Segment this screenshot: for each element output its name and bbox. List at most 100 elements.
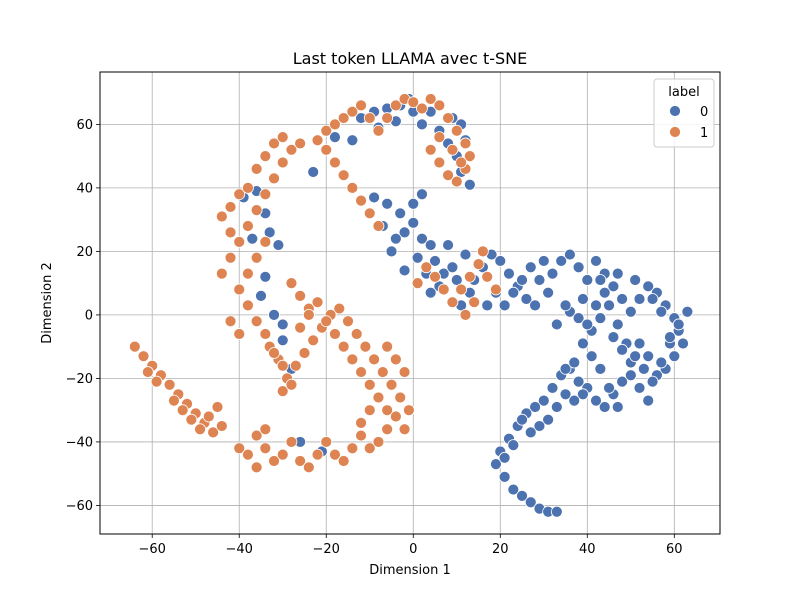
scatter-point [424, 93, 437, 105]
scatter-point [611, 401, 624, 413]
scatter-point [398, 423, 411, 436]
scatter-point [128, 340, 141, 353]
series-0 [237, 93, 694, 518]
scatter-point [268, 309, 280, 321]
scatter-point [337, 340, 350, 353]
scatter-point [411, 277, 424, 290]
scatter-point [437, 283, 450, 296]
scatter-point [476, 245, 489, 258]
scatter-point [581, 274, 594, 286]
scatter-point [389, 232, 402, 245]
scatter-point [572, 375, 585, 388]
scatter-point [346, 353, 359, 366]
scatter-point [507, 439, 520, 451]
scatter-point [633, 337, 646, 350]
scatter-point [224, 201, 237, 213]
scatter-point [224, 315, 237, 328]
scatter-point [355, 99, 367, 112]
scatter-point [207, 426, 220, 439]
scatter-point [433, 156, 446, 169]
scatter-point [594, 362, 607, 375]
scatter-point [276, 385, 289, 398]
scatter-point [655, 305, 668, 318]
scatter-point [268, 172, 280, 185]
scatter-point [320, 143, 333, 156]
scatter-point [329, 131, 341, 143]
scatter-point [233, 235, 246, 248]
scatter-point [424, 286, 437, 299]
scatter-point [398, 366, 411, 378]
scatter-point [524, 261, 537, 274]
scatter-point [389, 99, 402, 112]
scatter-point [176, 404, 189, 417]
scatter-point [289, 359, 302, 372]
scatter-point [542, 413, 555, 426]
y-tick-label: 20 [76, 245, 93, 260]
scatter-point [516, 274, 528, 286]
y-tick-label: 40 [76, 181, 93, 196]
x-tick-label: −40 [226, 542, 253, 557]
scatter-point [446, 261, 459, 274]
scatter-point [259, 150, 272, 163]
scatter-point [572, 261, 585, 274]
scatter-point [215, 210, 228, 223]
scatter-point [259, 423, 272, 436]
scatter-point [302, 461, 315, 474]
scatter-point [550, 401, 563, 413]
scatter-point [337, 169, 350, 182]
scatter-point [233, 283, 246, 296]
scatter-point [346, 134, 359, 147]
x-tick-label: −60 [138, 542, 165, 557]
scatter-point [463, 178, 476, 191]
scatter-point [242, 220, 254, 232]
scatter-point [446, 143, 459, 156]
scatter-point [407, 96, 420, 109]
scatter-point [320, 436, 333, 448]
scatter-point [250, 162, 263, 175]
scatter-point [546, 382, 559, 394]
scatter-point [355, 416, 367, 429]
scatter-point [259, 270, 272, 283]
scatter-point [307, 166, 320, 178]
scatter-point [446, 296, 459, 309]
scatter-point [442, 169, 454, 182]
scatter-point [607, 280, 620, 293]
scatter-point [363, 404, 376, 417]
scatter-point [468, 296, 481, 309]
scatter-point [255, 289, 267, 302]
scatter-point [646, 293, 659, 305]
scatter-point [616, 343, 629, 356]
scatter-point [346, 442, 359, 455]
scatter-point [646, 375, 659, 388]
scatter-point [168, 394, 180, 407]
scatter-point [407, 197, 420, 210]
scatter-point [611, 318, 624, 331]
scatter-point [394, 391, 407, 404]
scatter-point [346, 105, 359, 118]
scatter-point [381, 197, 394, 210]
scatter-point [529, 401, 541, 413]
scatter-point [320, 315, 333, 328]
scatter-point [381, 112, 394, 124]
scatter-point [150, 375, 163, 388]
y-tick-label: −40 [66, 435, 93, 450]
scatter-points [128, 93, 694, 518]
scatter-point [424, 239, 437, 251]
scatter-point [455, 283, 468, 296]
scatter-point [624, 305, 637, 318]
scatter-point [642, 394, 655, 407]
scatter-point [459, 248, 472, 261]
scatter-point [664, 331, 676, 344]
x-axis-label: Dimension 1 [369, 563, 451, 578]
scatter-point [672, 318, 685, 331]
scatter-point [616, 293, 629, 305]
y-axis-label: Dimension 2 [40, 262, 55, 344]
legend-box [653, 78, 715, 148]
legend-marker-1 [669, 126, 681, 138]
x-tick-label: 40 [579, 542, 596, 557]
scatter-point [294, 137, 307, 150]
scatter-point [555, 255, 568, 267]
legend: label 0 1 [653, 78, 715, 148]
scatter-point [163, 378, 176, 391]
scatter-point [276, 448, 289, 461]
